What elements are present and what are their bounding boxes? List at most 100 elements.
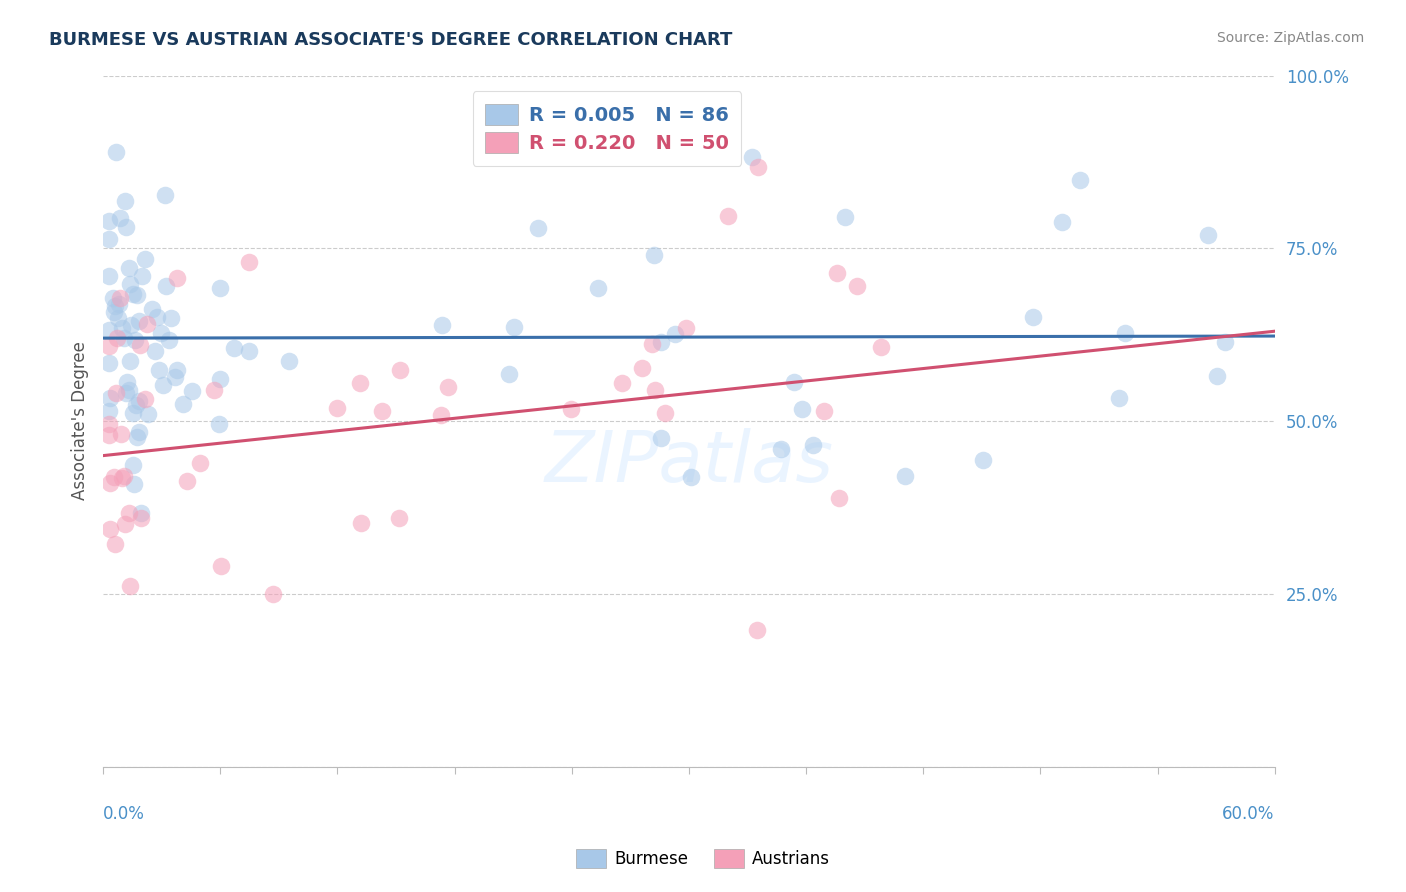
Point (98, 268, 121, 283)
Point (98, 404, 121, 418)
Point (125, 398, 148, 412)
Point (136, 407, 159, 421)
Point (120, 277, 142, 292)
Point (238, 255, 260, 269)
Point (111, 471, 134, 485)
Point (166, 363, 188, 377)
Point (129, 507, 152, 521)
Point (120, 579, 142, 593)
Point (128, 425, 150, 439)
Point (98, 214, 121, 228)
Point (155, 279, 177, 293)
Text: ZIPatlas: ZIPatlas (544, 428, 834, 497)
Point (136, 317, 159, 331)
Point (145, 343, 167, 358)
Point (125, 430, 148, 444)
Point (120, 318, 142, 332)
Point (105, 386, 128, 401)
Point (846, 279, 869, 293)
Point (166, 270, 188, 285)
Point (134, 392, 156, 406)
Point (222, 342, 245, 356)
Point (160, 311, 183, 326)
Point (1050, 215, 1073, 229)
Point (371, 404, 394, 418)
Point (643, 248, 665, 262)
Point (114, 194, 136, 208)
Point (1197, 228, 1219, 243)
Text: 60.0%: 60.0% (1222, 805, 1275, 823)
Point (972, 453, 994, 467)
Point (209, 281, 232, 295)
Point (586, 281, 609, 295)
Point (188, 456, 211, 470)
Point (108, 211, 131, 225)
Point (98, 392, 121, 406)
Point (278, 353, 301, 368)
Point (828, 491, 851, 505)
Legend: Burmese, Austrians: Burmese, Austrians (569, 842, 837, 875)
Point (610, 376, 633, 391)
Point (98, 356, 121, 370)
Point (98, 232, 121, 246)
Point (350, 516, 373, 530)
Point (834, 210, 856, 224)
Point (104, 299, 127, 313)
Point (650, 335, 672, 350)
Point (118, 506, 141, 520)
Point (98, 428, 121, 442)
Point (202, 383, 225, 397)
Point (654, 406, 676, 420)
Point (181, 384, 204, 399)
Point (150, 326, 173, 341)
Point (121, 286, 143, 301)
Point (238, 344, 260, 359)
Point (101, 292, 124, 306)
Point (153, 188, 176, 202)
Point (152, 377, 174, 392)
Point (1022, 310, 1045, 324)
Point (716, 209, 738, 223)
Point (98, 323, 121, 337)
Point (110, 427, 132, 442)
Point (163, 370, 186, 384)
Point (105, 331, 128, 345)
Point (894, 469, 917, 483)
Point (146, 310, 169, 325)
Point (388, 362, 411, 376)
Point (104, 145, 127, 160)
Point (388, 510, 411, 524)
Point (747, 160, 769, 174)
Y-axis label: Associate's Degree: Associate's Degree (72, 342, 89, 500)
Point (118, 260, 141, 275)
Point (644, 383, 666, 397)
Point (349, 376, 371, 391)
Point (112, 468, 135, 483)
Point (122, 405, 145, 419)
Point (176, 475, 198, 489)
Point (502, 319, 524, 334)
Point (103, 469, 125, 483)
Point (1069, 173, 1091, 187)
Point (560, 402, 582, 417)
Point (98, 522, 121, 536)
Point (122, 476, 145, 491)
Point (209, 559, 232, 574)
Point (115, 375, 138, 389)
Point (157, 333, 180, 347)
Point (103, 305, 125, 319)
Point (208, 417, 231, 432)
Point (121, 458, 143, 472)
Point (131, 268, 153, 283)
Point (209, 372, 232, 386)
Point (430, 318, 453, 332)
Point (664, 327, 686, 342)
Point (128, 338, 150, 352)
Point (813, 403, 835, 417)
Point (108, 292, 131, 306)
Point (128, 393, 150, 408)
Point (128, 314, 150, 328)
Point (118, 354, 141, 368)
Point (104, 537, 127, 551)
Point (1108, 391, 1130, 405)
